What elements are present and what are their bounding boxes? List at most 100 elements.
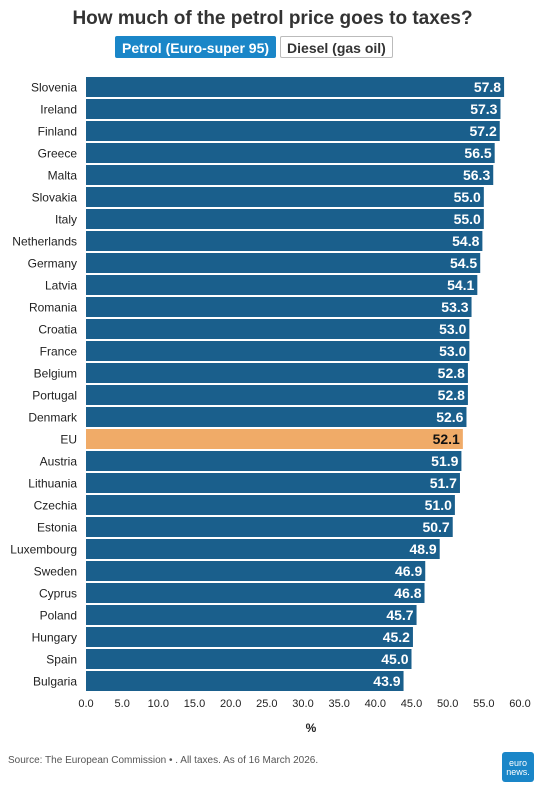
euronews-logo: euro news. (502, 752, 534, 782)
data-label: 57.3 (470, 101, 497, 117)
x-tick-label: 25.0 (256, 698, 277, 710)
data-label: 51.7 (430, 475, 457, 491)
category-label: Estonia (37, 521, 77, 535)
bar (86, 275, 478, 295)
data-label: 48.9 (409, 541, 436, 557)
bar (86, 583, 425, 603)
data-label: 45.2 (383, 629, 410, 645)
x-tick-label: 60.0 (509, 698, 530, 710)
bar (86, 495, 455, 515)
category-label: Poland (40, 609, 77, 623)
bar (86, 517, 453, 537)
data-label: 51.9 (431, 453, 458, 469)
data-label: 57.8 (474, 79, 501, 95)
tab-petrol[interactable]: Petrol (Euro-super 95) (115, 36, 277, 58)
data-label: 51.0 (425, 497, 452, 513)
category-label: Slovenia (31, 81, 77, 95)
data-label: 52.8 (438, 365, 465, 381)
data-label: 46.8 (394, 585, 421, 601)
x-tick-label: 50.0 (437, 698, 458, 710)
category-label: Ireland (40, 103, 77, 117)
data-label: 53.3 (441, 299, 468, 315)
category-label: Portugal (32, 389, 77, 403)
category-label: EU (60, 433, 77, 447)
x-tick-label: 40.0 (365, 698, 386, 710)
data-label: 53.0 (439, 321, 466, 337)
category-label: Bulgaria (33, 675, 77, 689)
category-label: Slovakia (32, 191, 78, 205)
category-label: Denmark (28, 411, 78, 425)
bar (86, 649, 412, 669)
bar (86, 451, 462, 471)
bar (86, 319, 470, 339)
bar (86, 165, 494, 185)
category-label: Malta (48, 169, 78, 183)
bar (86, 363, 468, 383)
bar (86, 231, 483, 251)
data-label: 52.6 (436, 409, 463, 425)
bar (86, 385, 468, 405)
chart-title: How much of the petrol price goes to tax… (72, 8, 473, 29)
data-label: 57.2 (469, 123, 496, 139)
category-label: Belgium (34, 367, 77, 381)
category-label: Hungary (32, 631, 77, 645)
bar (86, 253, 481, 273)
bar (86, 77, 505, 97)
x-tick-label: 45.0 (401, 698, 422, 710)
bar (86, 671, 404, 691)
bar (86, 407, 467, 427)
x-tick-label: 20.0 (220, 698, 241, 710)
bar (86, 605, 417, 625)
x-tick-label: 0.0 (78, 698, 93, 710)
category-label: Luxembourg (10, 543, 77, 557)
category-label: Netherlands (12, 235, 77, 249)
bar (86, 121, 500, 141)
category-label: France (40, 345, 78, 359)
bar (86, 429, 463, 449)
data-label: 54.8 (452, 233, 479, 249)
data-label: 54.1 (447, 277, 474, 293)
bar (86, 297, 472, 317)
category-label: Sweden (34, 565, 77, 579)
category-label: Finland (38, 125, 77, 139)
data-label: 56.3 (463, 167, 490, 183)
data-label: 55.0 (454, 189, 481, 205)
data-label: 45.0 (381, 651, 408, 667)
category-label: Greece (38, 147, 78, 161)
category-label: Italy (55, 213, 77, 227)
x-tick-label: 5.0 (115, 698, 130, 710)
tab-diesel[interactable]: Diesel (gas oil) (280, 36, 393, 58)
x-tick-label: 10.0 (148, 698, 169, 710)
category-label: Cyprus (39, 587, 77, 601)
bar (86, 627, 413, 647)
category-label: Romania (29, 301, 77, 315)
x-tick-label: 55.0 (473, 698, 494, 710)
bar (86, 539, 440, 559)
bar (86, 187, 484, 207)
category-label: Czechia (34, 499, 78, 513)
bar (86, 473, 460, 493)
category-label: Latvia (45, 279, 77, 293)
data-label: 52.8 (438, 387, 465, 403)
bar (86, 143, 495, 163)
data-label: 52.1 (433, 431, 460, 447)
x-tick-label: 15.0 (184, 698, 205, 710)
category-label: Austria (40, 455, 78, 469)
category-label: Croatia (38, 323, 77, 337)
category-label: Germany (28, 257, 77, 271)
data-label: 55.0 (454, 211, 481, 227)
data-label: 43.9 (373, 673, 400, 689)
x-tick-label: 30.0 (292, 698, 313, 710)
fuel-tabs: Petrol (Euro-super 95) Diesel (gas oil) (115, 36, 393, 58)
bar (86, 99, 501, 119)
category-label: Lithuania (28, 477, 77, 491)
category-label: Spain (46, 653, 77, 667)
x-tick-label: 35.0 (328, 698, 349, 710)
bar (86, 561, 426, 581)
bar (86, 209, 484, 229)
data-label: 46.9 (395, 563, 422, 579)
data-label: 54.5 (450, 255, 477, 271)
bar-chart: Slovenia 57.8 Ireland 57.3 Finland 57.2 Greece… (10, 77, 531, 735)
data-label: 56.5 (464, 145, 491, 161)
data-label: 50.7 (422, 519, 449, 535)
